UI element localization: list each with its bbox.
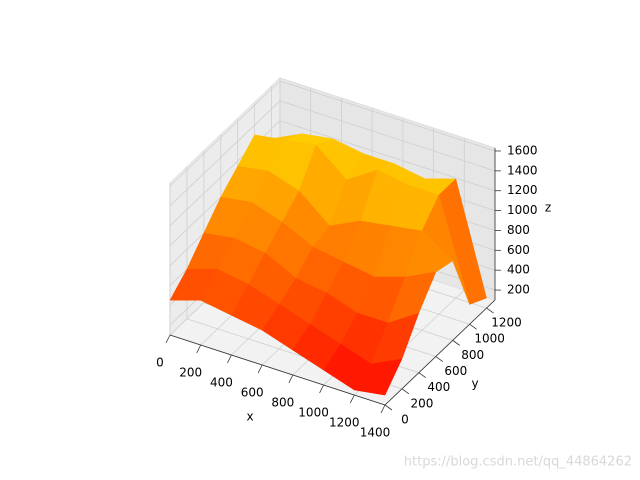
x-tick [380,404,386,414]
z-tick-label: 600 [507,243,530,257]
x-tick-label: 1200 [329,416,360,430]
x-tick [196,344,202,354]
z-tick-label: 1200 [507,183,538,197]
y-tick-label: 600 [444,364,467,378]
y-tick-label: 1200 [491,316,522,330]
grid-line [279,100,496,172]
x-tick-label: 400 [210,376,233,390]
z-axis-label: z [545,201,551,215]
y-tick-label: 0 [401,413,409,427]
x-tick-label: 200 [179,366,202,380]
z-tick-label: 1400 [507,163,538,177]
grid-line [279,80,496,152]
z-tick-label: 200 [507,283,530,297]
grid-line [169,80,281,187]
z-tick-label: 800 [507,223,530,237]
x-tick [288,374,294,384]
grid-line [279,120,496,192]
x-tick-label: 1400 [360,426,391,440]
x-axis-line [169,334,386,406]
y-tick [401,388,410,395]
y-tick [469,323,477,330]
x-tick-label: 1000 [298,406,329,420]
x-tick [165,334,171,344]
y-axis-label: y [471,377,478,391]
grid-line [169,100,281,207]
y-tick-label: 200 [410,396,433,410]
y-tick-label: 800 [461,348,484,362]
y-tick [486,307,494,314]
x-tick-label: 800 [271,396,294,410]
watermark: https://blog.csdn.net/qq_44864262 [404,455,632,470]
surface-patch [353,358,403,396]
x-tick [319,384,324,394]
x-tick [257,364,263,374]
y-tick-label: 1000 [474,332,505,346]
y-tick [418,372,427,379]
y-tick [452,340,460,346]
x-axis-label: x [246,410,253,424]
y-axis-line [384,299,496,406]
z-tick-label: 400 [507,263,530,277]
x-tick [227,354,232,364]
x-tick [349,394,355,404]
y-tick [384,404,393,411]
y-tick [435,356,444,362]
x-tick-label: 0 [156,356,164,370]
z-tick-label: 1600 [507,143,538,157]
x-tick-label: 600 [241,386,264,400]
z-tick-label: 1000 [507,203,538,217]
y-tick-label: 400 [427,380,450,394]
